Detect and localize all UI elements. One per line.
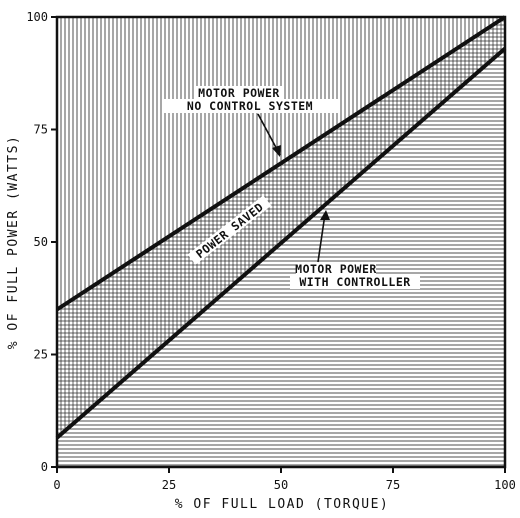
region-with-controller-below xyxy=(57,48,505,467)
region-power-saved xyxy=(57,17,505,438)
tick-marks xyxy=(51,16,506,473)
annotation-arrowhead-no-control xyxy=(272,145,281,157)
x-tick-label-1: 25 xyxy=(162,478,176,492)
y-tick-label-1: 25 xyxy=(34,348,48,362)
annotation-no-control-line1: MOTOR POWER xyxy=(198,86,280,100)
y-tick-label-3: 75 xyxy=(34,123,48,137)
x-tick-label-0: 0 xyxy=(53,478,60,492)
y-axis-label: % OF FULL POWER (WATTS) xyxy=(6,135,21,350)
series-line-with-controller xyxy=(55,46,507,440)
x-tick-label-4: 100 xyxy=(494,478,516,492)
annotation-arrow-controller xyxy=(317,213,326,263)
annotation-no-control-line2: NO CONTROL SYSTEM xyxy=(187,99,313,113)
x-axis-label: % OF FULL LOAD (TORQUE) xyxy=(175,497,390,512)
annotation-bg xyxy=(162,99,338,113)
y-tick-label-4: 100 xyxy=(26,10,48,24)
annotation-bg xyxy=(187,195,272,265)
x-tick-label-3: 75 xyxy=(386,478,400,492)
annotation-controller-line1: MOTOR POWER xyxy=(295,262,377,276)
annotation-bg xyxy=(290,275,420,289)
y-tick-label-2: 50 xyxy=(34,235,48,249)
annotation-bg xyxy=(296,262,376,276)
annotation-controller-line2: WITH CONTROLLER xyxy=(299,275,410,289)
series-line-no-control xyxy=(55,15,507,312)
x-tick-label-2: 50 xyxy=(274,478,288,492)
y-tick-label-0: 0 xyxy=(41,460,48,474)
annotation-bg xyxy=(196,86,282,100)
annotation-arrowhead-controller xyxy=(320,210,330,220)
